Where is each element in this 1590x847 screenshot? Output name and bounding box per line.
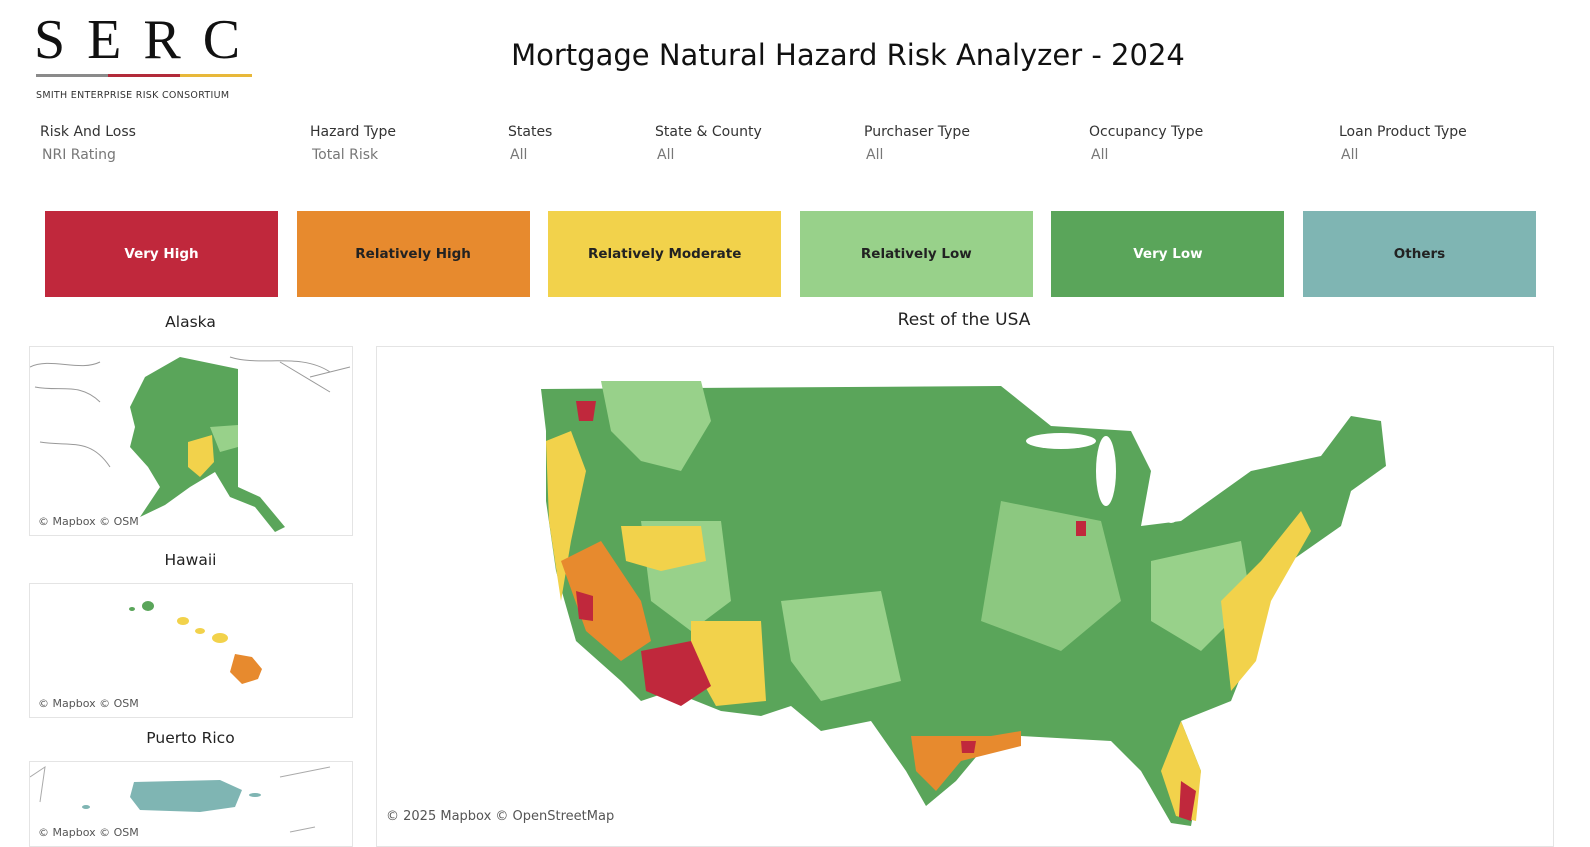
- map-attribution: © 2025 Mapbox © OpenStreetMap: [386, 809, 615, 824]
- filter-value[interactable]: All: [866, 147, 884, 163]
- legend-button[interactable]: Others: [1303, 211, 1536, 297]
- map-canvas: [541, 381, 1386, 826]
- hawaii-map: © Mapbox © OSM: [29, 583, 353, 718]
- map-title: Puerto Rico: [146, 729, 235, 747]
- map-attribution: © Mapbox © OSM: [38, 826, 139, 839]
- filter-value[interactable]: NRI Rating: [42, 147, 116, 163]
- legend-button[interactable]: Relatively Low: [799, 211, 1033, 297]
- filter-label: Risk And Loss: [40, 124, 136, 140]
- legend-button[interactable]: Very Low: [1051, 211, 1285, 297]
- legend-button[interactable]: Very High: [45, 211, 278, 297]
- usa-map: © 2025 Mapbox © OpenStreetMap: [376, 346, 1554, 847]
- filter-value[interactable]: All: [1341, 147, 1359, 163]
- legend-button[interactable]: Relatively High: [296, 211, 530, 297]
- filter-value[interactable]: All: [1091, 147, 1109, 163]
- alaska-map: © Mapbox © OSM: [29, 346, 353, 536]
- logo-bars: [36, 74, 252, 77]
- filter-value[interactable]: All: [510, 147, 528, 163]
- map-canvas: [30, 765, 331, 833]
- filter-label: Hazard Type: [310, 124, 397, 140]
- map-attribution: © Mapbox © OSM: [38, 697, 139, 710]
- map-canvas: [30, 356, 351, 532]
- logo-tagline: SMITH ENTERPRISE RISK CONSORTIUM: [36, 90, 230, 101]
- filter-label: Loan Product Type: [1339, 124, 1467, 140]
- logo: S E R C: [34, 9, 245, 71]
- legend-button[interactable]: Relatively Moderate: [548, 211, 782, 297]
- map-title: Rest of the USA: [897, 310, 1031, 330]
- map-title: Hawaii: [164, 551, 217, 569]
- dashboard-title: Mortgage Natural Hazard Risk Analyzer - …: [511, 38, 1185, 72]
- map-attribution: © Mapbox © OSM: [38, 515, 139, 528]
- filter-value[interactable]: Total Risk: [312, 147, 379, 163]
- map-title: Alaska: [165, 313, 216, 331]
- filter-label: State & County: [655, 124, 762, 140]
- filter-value[interactable]: All: [657, 147, 675, 163]
- map-canvas: [129, 601, 262, 684]
- filter-label: Occupancy Type: [1089, 124, 1204, 140]
- puerto-rico-map: © Mapbox © OSM: [29, 761, 353, 847]
- filter-label: Purchaser Type: [864, 124, 970, 140]
- filter-label: States: [508, 124, 553, 140]
